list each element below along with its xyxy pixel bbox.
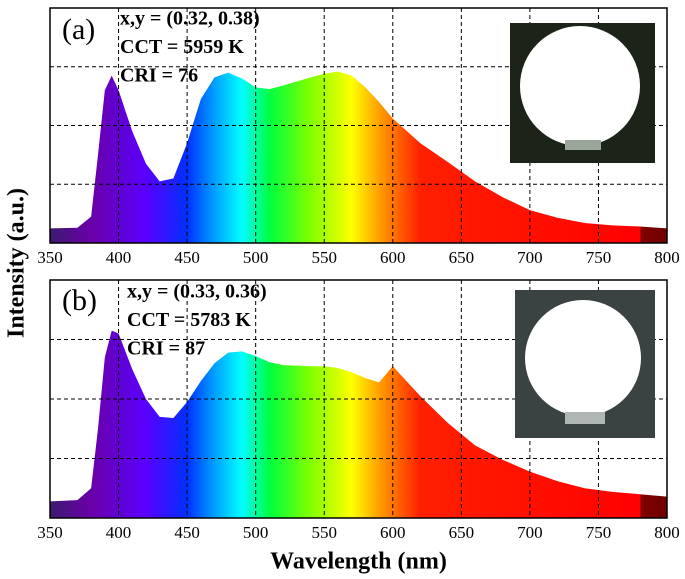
- spectrum-area: [50, 71, 667, 243]
- annotation: CRI = 76: [120, 65, 198, 87]
- x-tick-label: 750: [586, 248, 612, 267]
- x-tick-label: 800: [654, 248, 680, 267]
- annotation: x,y = (0.32, 0.38): [120, 8, 260, 30]
- x-tick-label: 450: [174, 523, 200, 542]
- spectrum-area: [50, 330, 667, 518]
- x-tick-label: 750: [586, 523, 612, 542]
- x-tick-label: 600: [380, 248, 406, 267]
- x-tick-label: 650: [449, 523, 475, 542]
- x-tick-label: 600: [380, 523, 406, 542]
- x-tick-label: 700: [517, 248, 543, 267]
- x-tick-label: 700: [517, 523, 543, 542]
- x-tick-label: 400: [106, 248, 132, 267]
- inset-photo: [515, 290, 655, 438]
- x-tick-label: 350: [37, 248, 63, 267]
- x-tick-label: 350: [37, 523, 63, 542]
- y-axis-label: Intensity (a.u.): [4, 188, 30, 338]
- x-tick-label: 500: [243, 523, 269, 542]
- x-tick-label: 550: [311, 523, 337, 542]
- x-tick-label: 800: [654, 523, 680, 542]
- annotation: CCT = 5959 K: [120, 36, 244, 58]
- panel-label: (a): [62, 13, 95, 46]
- annotation: CRI = 87: [127, 338, 205, 360]
- panel-label: (b): [62, 284, 97, 317]
- x-tick-label: 400: [106, 523, 132, 542]
- inset-photo: [510, 23, 655, 163]
- annotation: CCT = 5783 K: [127, 309, 251, 331]
- plots: 350 400 450 500 550 600 650 700 750 800 (a) x,y = (…: [4, 7, 680, 575]
- plot-frame: [49, 7, 668, 244]
- plot-frame: [49, 279, 668, 519]
- x-tick-label: 500: [243, 248, 269, 267]
- x-tick-label: 450: [174, 248, 200, 267]
- x-tick-label: 650: [449, 248, 475, 267]
- x-axis-label: Wavelength (nm): [270, 549, 447, 575]
- annotation: x,y = (0.33, 0.36): [127, 281, 267, 303]
- x-tick-label: 550: [311, 248, 337, 267]
